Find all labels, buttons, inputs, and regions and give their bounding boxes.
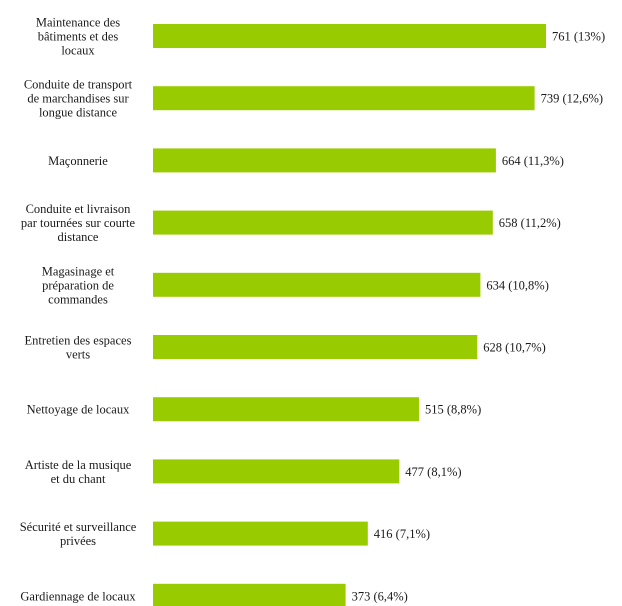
category-label-line: Maintenance des [36, 16, 120, 30]
category-label-line: longue distance [39, 106, 118, 120]
bar-artiste-de-la-musique-et-du-chant [153, 459, 400, 484]
category-label-line: préparation de [42, 278, 114, 292]
bars-layer [153, 24, 546, 606]
value-labels-layer: 761 (13%) 739 (12,6%) 664 (11,3%) 658 (11,2… [352, 30, 606, 604]
category-label-line: locaux [61, 44, 95, 58]
bar-conduite-et-livraison-par-tournees-sur-courte-distance [153, 210, 493, 235]
category-label-conduite-de-transport-de-marchandises-sur-longue-distance: Conduite de transport de marchandises sur… [24, 78, 133, 120]
bar-maintenance-des-batiments-et-des-locaux [153, 24, 546, 48]
value-label-nettoyage-de-locaux: 515 (8,8%) [425, 403, 481, 417]
category-label-nettoyage-de-locaux: Nettoyage de locaux [27, 403, 130, 417]
value-label-securite-et-surveillance-privees: 416 (7,1%) [374, 527, 430, 541]
bar-maconnerie [153, 148, 496, 173]
category-label-line: Maçonnerie [48, 154, 108, 168]
value-label-artiste-de-la-musique-et-du-chant: 477 (8,1%) [405, 465, 461, 479]
category-label-line: par tournées sur courte [21, 216, 136, 230]
category-label-line: Nettoyage de locaux [27, 403, 130, 417]
category-label-line: Artiste de la musique [25, 458, 132, 472]
category-label-line: distance [58, 230, 99, 244]
category-label-maintenance-des-batiments-et-des-locaux: Maintenance des bâtiments et des locaux [36, 16, 120, 58]
value-label-maintenance-des-batiments-et-des-locaux: 761 (13%) [552, 30, 605, 44]
value-label-gardiennage-de-locaux: 373 (6,4%) [352, 589, 408, 603]
category-label-line: bâtiments et des [38, 30, 119, 44]
category-label-artiste-de-la-musique-et-du-chant: Artiste de la musique et du chant [25, 458, 132, 486]
value-label-entretien-des-espaces-verts: 628 (10,7%) [483, 341, 546, 355]
category-label-line: Magasinage et [42, 264, 115, 278]
category-label-line: Gardiennage de locaux [20, 589, 136, 603]
category-label-maconnerie: Maçonnerie [48, 154, 108, 168]
category-label-conduite-et-livraison-par-tournees-sur-courte-distance: Conduite et livraison par tournées sur co… [21, 202, 136, 244]
category-label-line: commandes [48, 292, 108, 306]
bar-gardiennage-de-locaux [153, 583, 346, 606]
value-label-magasinage-et-preparation-de-commandes: 634 (10,8%) [486, 278, 549, 292]
category-label-line: privées [60, 534, 96, 548]
value-label-conduite-et-livraison-par-tournees-sur-courte-distance: 658 (11,2%) [499, 216, 561, 230]
category-label-entretien-des-espaces-verts: Entretien des espaces verts [25, 334, 132, 362]
category-labels-layer: Maintenance des bâtiments et des locaux Con… [20, 16, 137, 604]
value-label-maconnerie: 664 (11,3%) [502, 154, 564, 168]
bar-nettoyage-de-locaux [153, 397, 419, 422]
category-label-line: Conduite de transport [24, 78, 133, 92]
category-label-gardiennage-de-locaux: Gardiennage de locaux [20, 589, 136, 603]
category-label-securite-et-surveillance-privees: Sécurité et surveillance privées [20, 520, 137, 548]
category-label-line: Entretien des espaces [25, 334, 132, 348]
bar-conduite-de-transport-de-marchandises-sur-longue-distance [153, 86, 535, 111]
category-label-magasinage-et-preparation-de-commandes: Magasinage et préparation de commandes [42, 264, 115, 306]
bar-magasinage-et-preparation-de-commandes [153, 272, 481, 297]
category-label-line: Conduite et livraison [26, 202, 132, 216]
category-label-line: de marchandises sur [27, 92, 129, 106]
bar-entretien-des-espaces-verts [153, 335, 478, 359]
value-label-conduite-de-transport-de-marchandises-sur-longue-distance: 739 (12,6%) [541, 92, 604, 106]
category-label-line: verts [66, 348, 90, 362]
category-label-line: Sécurité et surveillance [20, 520, 137, 534]
bar-securite-et-surveillance-privees [153, 521, 368, 546]
category-label-line: et du chant [51, 472, 106, 486]
